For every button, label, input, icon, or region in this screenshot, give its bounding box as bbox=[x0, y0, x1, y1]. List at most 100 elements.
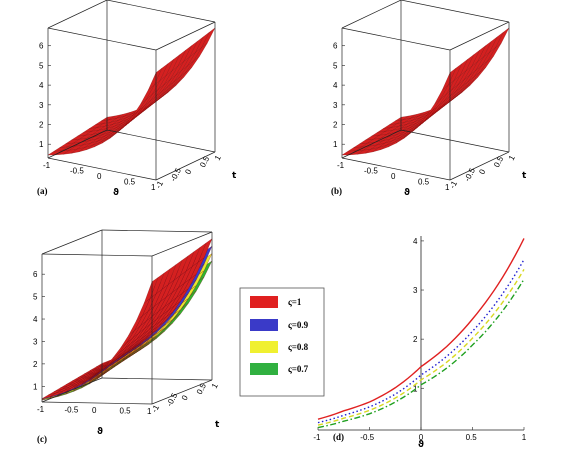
t-tick-label: 0 bbox=[180, 393, 190, 402]
z-tick-label: 4 bbox=[333, 81, 338, 90]
t-tick-label: -1 bbox=[448, 179, 460, 190]
box-edge bbox=[101, 229, 213, 233]
x-tick-label: 0 bbox=[391, 172, 396, 181]
x-axis-label-a: ϑ bbox=[113, 188, 119, 198]
z-tick-label: 5 bbox=[333, 61, 338, 70]
z-tick-label: 5 bbox=[39, 61, 44, 70]
x-tick-label: 0.5 bbox=[418, 178, 430, 187]
box-edge bbox=[400, 129, 510, 153]
z-tick-label: 2 bbox=[33, 360, 38, 369]
surface-patch bbox=[442, 68, 457, 91]
t-tick-label: 1 bbox=[213, 153, 223, 162]
box-edge bbox=[151, 231, 213, 257]
x-tick-label: -0.5 bbox=[364, 167, 378, 176]
panel-label-a: (a) bbox=[37, 186, 48, 196]
x-tick-label: 0 bbox=[97, 172, 102, 181]
box-edge bbox=[449, 151, 510, 181]
z-tick-label: 4 bbox=[33, 315, 38, 324]
t-tick-label: 0.5 bbox=[492, 154, 505, 169]
box-edge bbox=[151, 379, 213, 405]
panel-label-b: (b) bbox=[331, 186, 342, 196]
box-edge bbox=[341, 129, 402, 159]
z-tick-label: 4 bbox=[39, 81, 44, 90]
x-tick-label: 1 bbox=[147, 407, 152, 416]
y-tick-label: 3 bbox=[413, 286, 418, 295]
box-edge bbox=[106, 129, 216, 153]
series-line-1 bbox=[317, 238, 525, 420]
z-tick-label: 1 bbox=[333, 140, 338, 149]
t-axis-label-c: t bbox=[215, 420, 220, 430]
x-tick-label: 0 bbox=[419, 433, 424, 442]
x-tick-label: 0.5 bbox=[124, 178, 136, 187]
x-tick-label: -1 bbox=[43, 161, 51, 170]
t-tick-label: 1 bbox=[210, 381, 220, 390]
x-tick-label: 1 bbox=[522, 433, 527, 442]
surface-patch bbox=[143, 277, 159, 304]
box-edge bbox=[41, 229, 103, 255]
box-edge bbox=[155, 21, 216, 51]
x-tick-label: -0.5 bbox=[65, 406, 79, 415]
x-tick-label: 0 bbox=[92, 406, 97, 415]
box-edge bbox=[47, 157, 157, 181]
box-edge bbox=[41, 253, 153, 257]
box-edge bbox=[341, 0, 402, 29]
x-tick-label: -1 bbox=[37, 405, 45, 414]
t-tick-label: 0.5 bbox=[198, 154, 211, 169]
box-edge bbox=[41, 401, 153, 405]
x-tick-label: -0.5 bbox=[360, 433, 374, 442]
legend-label-2: ς=0.9 bbox=[288, 320, 309, 330]
t-tick-label: 0.5 bbox=[195, 381, 208, 396]
box-edge bbox=[449, 21, 510, 51]
t-tick-label: 0 bbox=[477, 167, 487, 176]
series-line-2 bbox=[317, 259, 525, 424]
y-tick-label: 4 bbox=[413, 237, 418, 246]
surface-patch bbox=[148, 68, 163, 91]
t-axis-label-a: t bbox=[232, 171, 237, 181]
box-edge bbox=[47, 0, 108, 29]
t-tick-label: -0.5 bbox=[169, 166, 184, 183]
panel-label-c: (c) bbox=[37, 434, 47, 444]
z-tick-label: 5 bbox=[33, 293, 38, 302]
z-tick-label: 3 bbox=[33, 337, 38, 346]
series-line-4 bbox=[317, 278, 525, 429]
x-tick-label: -0.5 bbox=[70, 167, 84, 176]
x-tick-label: -1 bbox=[313, 433, 321, 442]
legend-swatch-1 bbox=[250, 296, 278, 308]
z-tick-label: 6 bbox=[33, 270, 38, 279]
z-tick-label: 3 bbox=[39, 101, 44, 110]
x-axis-label-c: ϑ bbox=[97, 427, 103, 437]
box-edge bbox=[106, 0, 216, 23]
z-tick-label: 2 bbox=[39, 121, 44, 130]
series-line-3 bbox=[317, 269, 525, 426]
z-tick-label: 2 bbox=[333, 121, 338, 130]
legend: ς=1 ς=0.9 ς=0.8 ς=0.7 bbox=[239, 287, 325, 397]
t-tick-label: 1 bbox=[507, 153, 517, 162]
legend-swatch-4 bbox=[250, 363, 278, 375]
t-tick-label: -0.5 bbox=[463, 166, 478, 183]
t-axis-label-b: t bbox=[522, 171, 527, 181]
x-tick-label: 1 bbox=[445, 183, 450, 192]
z-tick-label: 1 bbox=[33, 382, 38, 391]
t-tick-label: -1 bbox=[150, 403, 162, 414]
z-tick-label: 6 bbox=[39, 42, 44, 51]
box-edge bbox=[341, 157, 451, 181]
z-tick-label: 3 bbox=[333, 101, 338, 110]
box-edge bbox=[101, 377, 213, 381]
t-tick-label: 0 bbox=[183, 167, 193, 176]
box-edge bbox=[155, 151, 216, 181]
z-tick-label: 1 bbox=[39, 140, 44, 149]
box-edge bbox=[341, 27, 451, 51]
z-tick-label: 6 bbox=[333, 42, 338, 51]
legend-label-1: ς=1 bbox=[288, 297, 302, 307]
legend-swatch-2 bbox=[250, 319, 278, 331]
legend-swatch-3 bbox=[250, 341, 278, 353]
y-tick-label: 2 bbox=[413, 335, 418, 344]
legend-label-4: ς=0.7 bbox=[288, 364, 309, 374]
t-tick-label: -1 bbox=[154, 179, 166, 190]
x-axis-label-d: ϑ bbox=[418, 440, 424, 450]
